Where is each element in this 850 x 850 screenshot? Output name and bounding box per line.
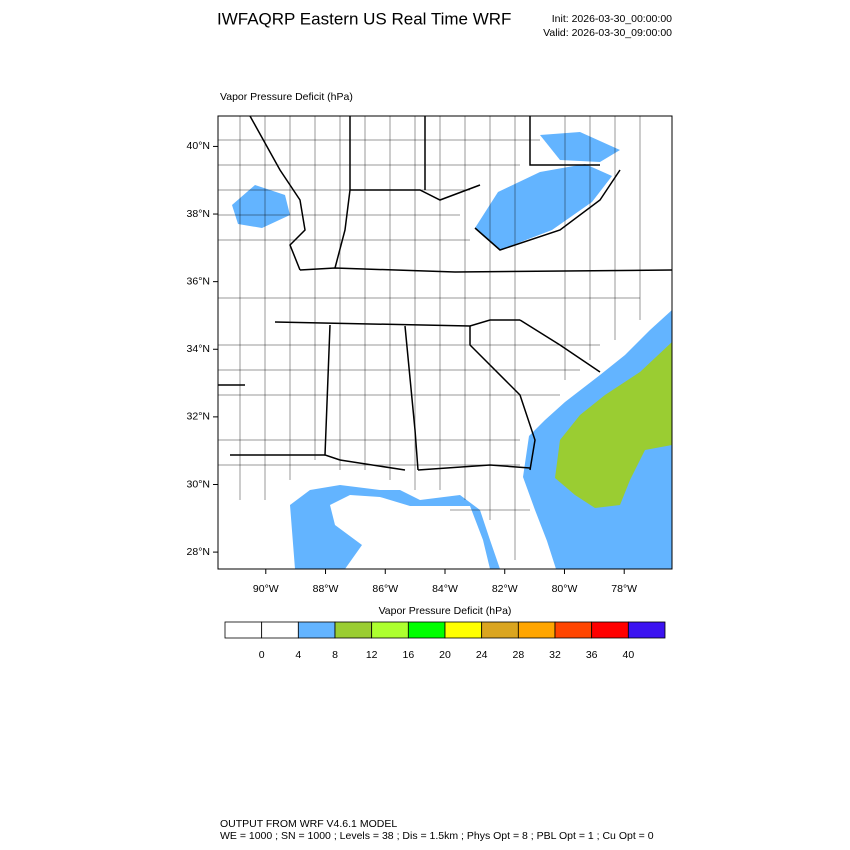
colorbar-box: [481, 621, 519, 639]
colorbar-label: 8: [332, 649, 338, 661]
lat-tick-label: 40°N: [187, 140, 210, 152]
colorbar-box: [627, 621, 666, 639]
lat-tick-label: 28°N: [187, 546, 210, 558]
title: IWFAQRP Eastern US Real Time WRF: [217, 9, 511, 28]
lon-tick-label: 78°W: [611, 583, 637, 595]
colorbar-label: 4: [295, 649, 301, 661]
state-lines: [218, 115, 673, 471]
colorbar-label: 32: [549, 649, 561, 661]
footer-line: WE = 1000 ; SN = 1000 ; Levels = 38 ; Di…: [220, 830, 654, 842]
map-label: Vapor Pressure Deficit (hPa): [220, 91, 353, 103]
county-grid: [218, 116, 641, 560]
colorbar-label: 12: [366, 649, 378, 661]
colorbar-box: [444, 621, 483, 639]
lat-tick-label: 32°N: [187, 411, 210, 423]
colorbar-label: 28: [512, 649, 524, 661]
lon-tick-label: 90°W: [253, 583, 279, 595]
valid-time: Valid: 2026-03-30_09:00:00: [543, 27, 672, 39]
init-time: Init: 2026-03-30_00:00:00: [552, 13, 672, 25]
lon-tick-label: 82°W: [492, 583, 518, 595]
colorbar-box: [407, 621, 446, 639]
lat-tick-label: 38°N: [187, 208, 210, 220]
colorbar-box: [261, 621, 299, 639]
high-vpd-fill: [555, 342, 672, 508]
colorbar: 0 4 8 12 16 20 24 28 32 36 40: [224, 621, 666, 661]
colorbar-box: [554, 621, 593, 639]
colorbar-box: [591, 621, 629, 639]
lon-tick-label: 86°W: [372, 583, 398, 595]
colorbar-label: 16: [402, 649, 414, 661]
colorbar-label: 24: [476, 649, 488, 661]
colorbar-box: [297, 621, 336, 639]
appalachian-fill: [475, 164, 612, 250]
lon-tick-label: 80°W: [552, 583, 578, 595]
colorbar-label: 0: [259, 649, 265, 661]
gulf-low-vpd: [330, 495, 490, 569]
lon-tick-label: 88°W: [313, 583, 339, 595]
colorbar-title: Vapor Pressure Deficit (hPa): [379, 605, 512, 617]
colorbar-label: 36: [586, 649, 598, 661]
colorbar-label: 40: [622, 649, 634, 661]
footer-line: OUTPUT FROM WRF V4.6.1 MODEL: [220, 818, 397, 830]
colorbar-box: [371, 621, 409, 639]
colorbar-box: [224, 621, 263, 639]
colorbar-box: [517, 621, 556, 639]
lat-tick-label: 34°N: [187, 343, 210, 355]
lat-tick-label: 36°N: [187, 275, 210, 287]
colorbar-label: 20: [439, 649, 451, 661]
colorbar-box: [334, 621, 373, 639]
northeast-fill: [540, 132, 620, 162]
map: [217, 115, 673, 570]
lon-tick-label: 84°W: [432, 583, 458, 595]
illinois-fill: [232, 185, 290, 228]
lat-tick-label: 30°N: [187, 478, 210, 490]
